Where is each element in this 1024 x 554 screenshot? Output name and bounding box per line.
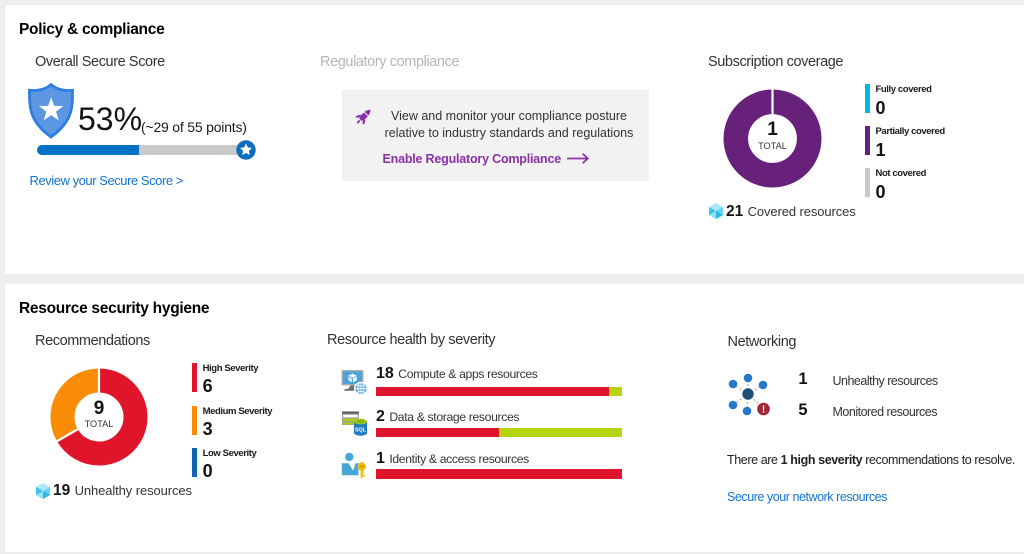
svg-text:SQL: SQL <box>355 428 367 434</box>
svg-text:!: ! <box>762 405 765 416</box>
